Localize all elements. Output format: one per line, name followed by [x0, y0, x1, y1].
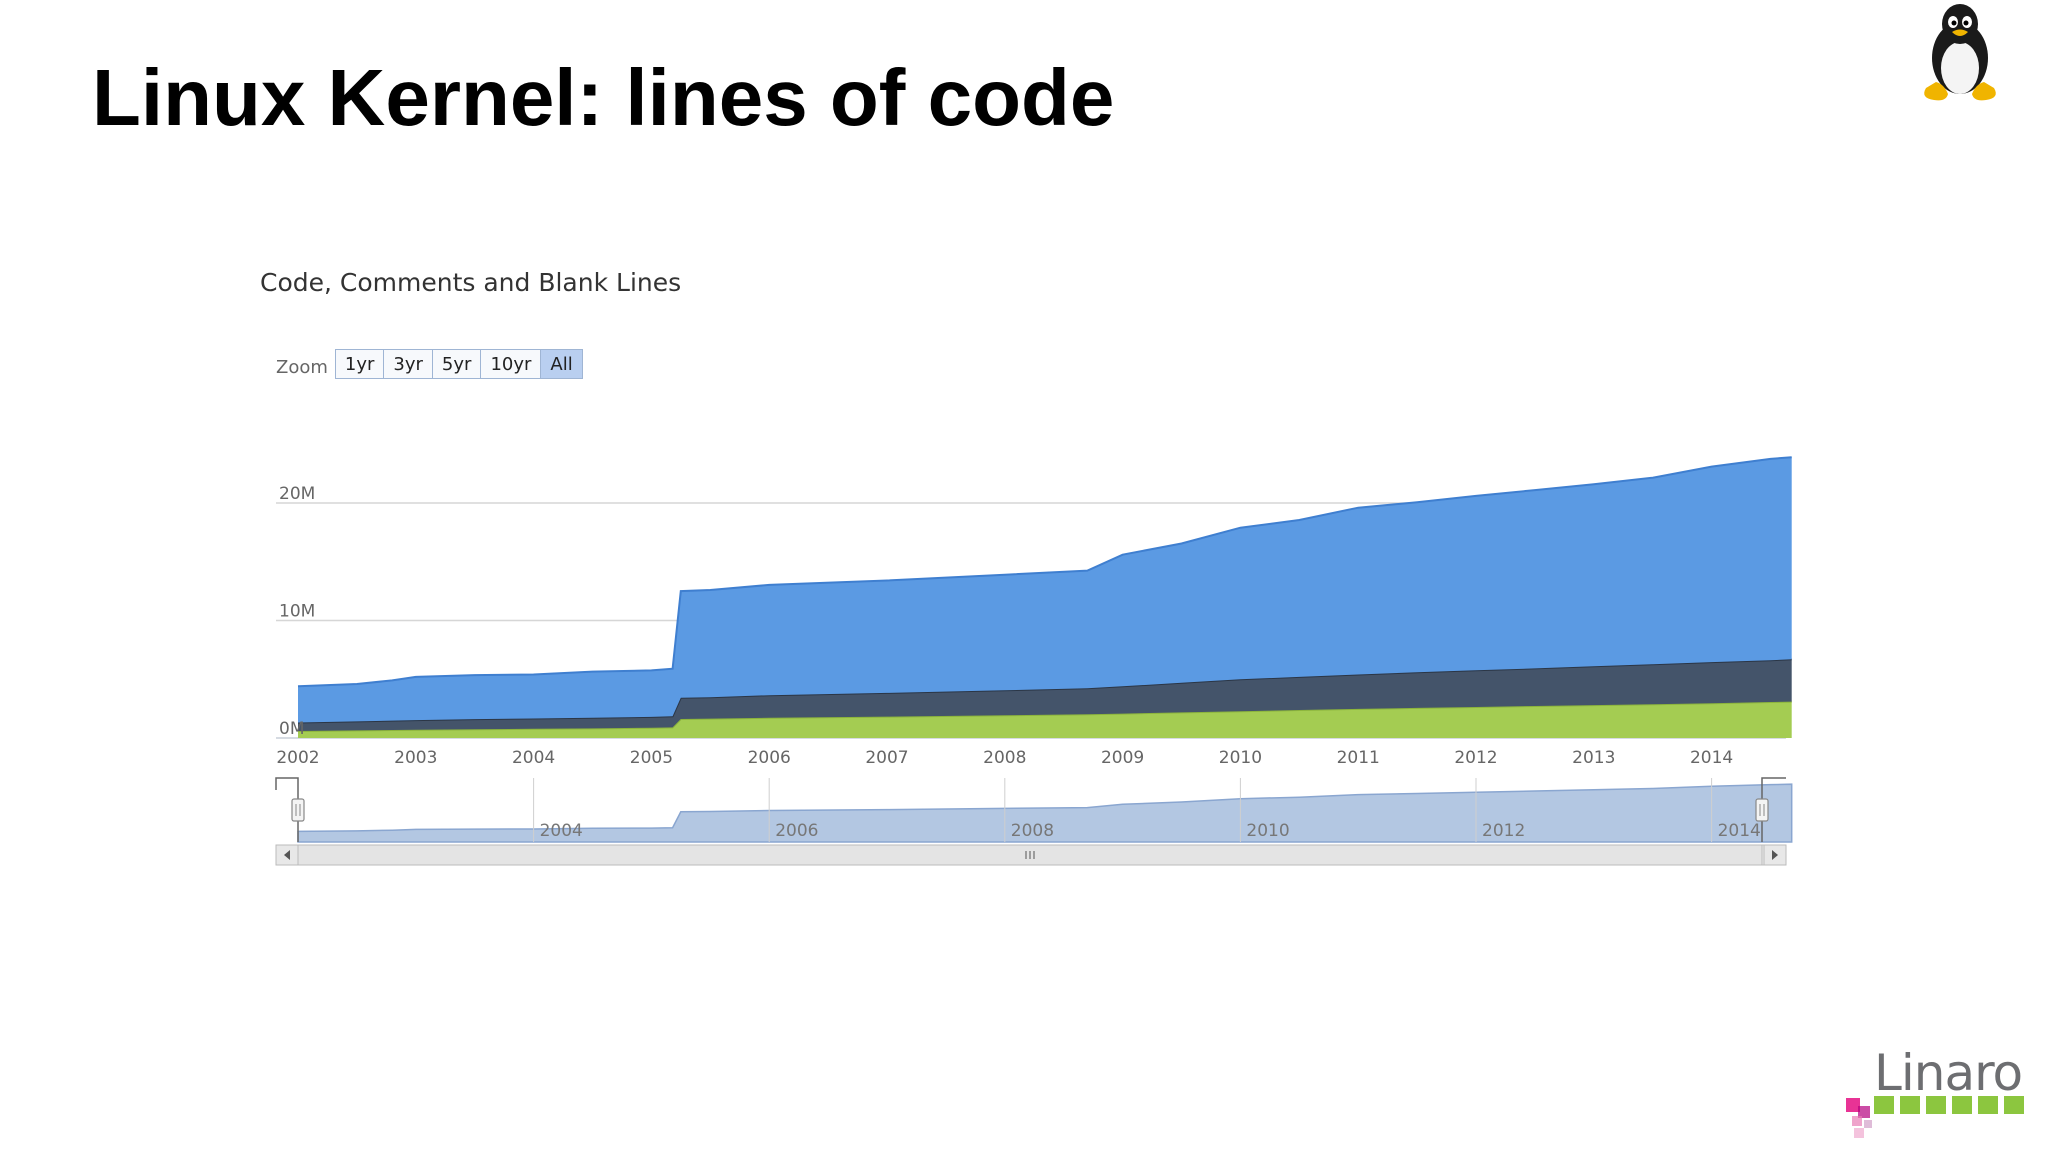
area-series-3: [298, 457, 1792, 723]
x-tick-label: 2014: [1690, 748, 1733, 768]
chart-title: Code, Comments and Blank Lines: [260, 268, 682, 297]
x-tick-label: 2009: [1101, 748, 1144, 768]
scroll-right-arrow-icon: [1772, 850, 1778, 860]
navigator-tick-label: 2012: [1482, 821, 1525, 841]
zoom-selector: Zoom 1yr 3yr 5yr 10yr All: [276, 348, 583, 380]
navigator-tick-label: 2008: [1011, 821, 1054, 841]
x-tick-label: 2013: [1572, 748, 1615, 768]
y-tick-label: 20M: [279, 484, 315, 504]
area-series-group: [297, 456, 1792, 738]
y-tick-label: 0M: [279, 719, 304, 739]
x-tick-label: 2003: [394, 748, 437, 768]
zoom-3yr-button[interactable]: 3yr: [383, 349, 433, 379]
x-tick-label: 2007: [865, 748, 908, 768]
area-series-1: [298, 701, 1792, 738]
x-tick-label: 2006: [748, 748, 791, 768]
tux-penguin-icon: [1924, 4, 1996, 101]
x-tick-label: 2004: [512, 748, 555, 768]
navigator-tick-label: 2014: [1718, 821, 1761, 841]
x-tick-label: 2002: [276, 748, 319, 768]
zoom-all-button[interactable]: All: [540, 349, 583, 379]
zoom-10yr-button[interactable]: 10yr: [480, 349, 542, 379]
navigator-tick-label: 2004: [540, 821, 583, 841]
navigator-right-handle[interactable]: [1755, 798, 1769, 822]
navigator-tick-label: 2006: [775, 821, 818, 841]
x-tick-label: 2012: [1454, 748, 1497, 768]
navigator[interactable]: 2004 2006 2008 2010 2012 2014: [275, 777, 1793, 866]
axis-labels: 0M 10M 20M 2002 2003 2004 2005 2006 2007 2008 2009…: [276, 484, 1733, 768]
x-tick-label: 2011: [1337, 748, 1380, 768]
linaro-logo: [1846, 1096, 2024, 1138]
navigator-left-handle-grip[interactable]: [291, 798, 305, 822]
x-tick-label: 2005: [630, 748, 673, 768]
linaro-wordmark: Linaro: [1874, 1044, 2023, 1102]
zoom-1yr-button[interactable]: 1yr: [334, 349, 385, 379]
x-tick-label: 2008: [983, 748, 1026, 768]
zoom-label: Zoom: [276, 356, 328, 378]
x-tick-label: 2010: [1219, 748, 1262, 768]
y-tick-label: 10M: [279, 602, 315, 622]
zoom-5yr-button[interactable]: 5yr: [431, 349, 482, 379]
area-series-line-3: [297, 456, 1792, 688]
navigator-left-handle[interactable]: [291, 798, 305, 822]
navigator-right-handle-grip[interactable]: [1755, 798, 1769, 822]
scroll-left-arrow-icon: [284, 850, 290, 860]
slide-title: Linux Kernel: lines of code: [92, 53, 1115, 142]
navigator-tick-label: 2010: [1246, 821, 1289, 841]
area-series-2: [298, 659, 1792, 731]
